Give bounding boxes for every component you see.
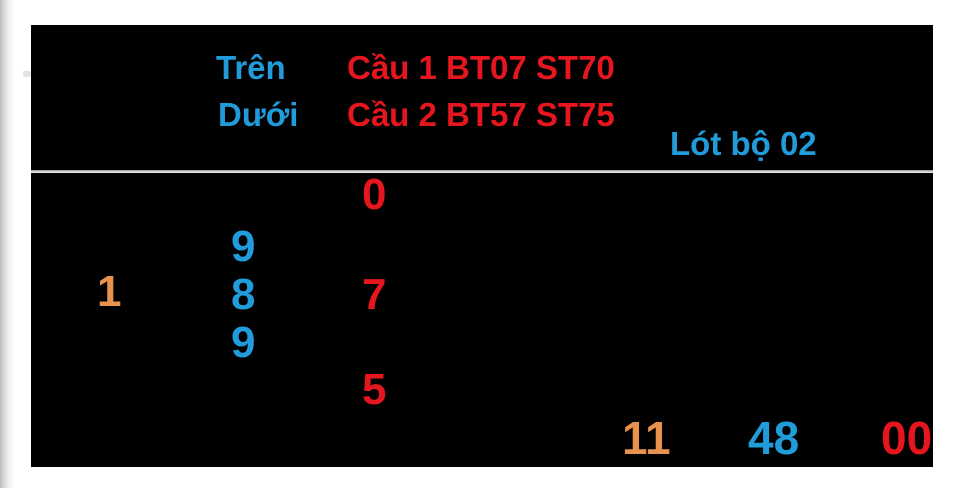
grid-digit: 7 bbox=[362, 270, 387, 319]
bottom-label: Dưới bbox=[218, 96, 299, 133]
grid-digit: 8 bbox=[231, 270, 256, 319]
backup-set-label: Lót bộ 02 bbox=[670, 125, 817, 162]
page-edge-shadow bbox=[0, 0, 15, 488]
footer-number: 48 bbox=[748, 412, 800, 464]
edge-smudge bbox=[23, 71, 31, 77]
grid-digit: 5 bbox=[362, 365, 387, 414]
grid-digit: 1 bbox=[97, 267, 122, 316]
bridge-1-label: Cầu 1 BT07 ST70 bbox=[347, 49, 615, 86]
grid-digit: 0 bbox=[362, 170, 387, 219]
bridge-2-label: Cầu 2 BT57 ST75 bbox=[347, 96, 615, 133]
footer-number: 11 bbox=[622, 412, 671, 464]
footer-number: 00 bbox=[881, 412, 933, 464]
top-label: Trên bbox=[216, 49, 286, 86]
prediction-board bbox=[31, 25, 933, 467]
grid-digit: 9 bbox=[231, 318, 256, 367]
grid-digit: 9 bbox=[231, 222, 256, 271]
divider-line bbox=[31, 170, 933, 173]
